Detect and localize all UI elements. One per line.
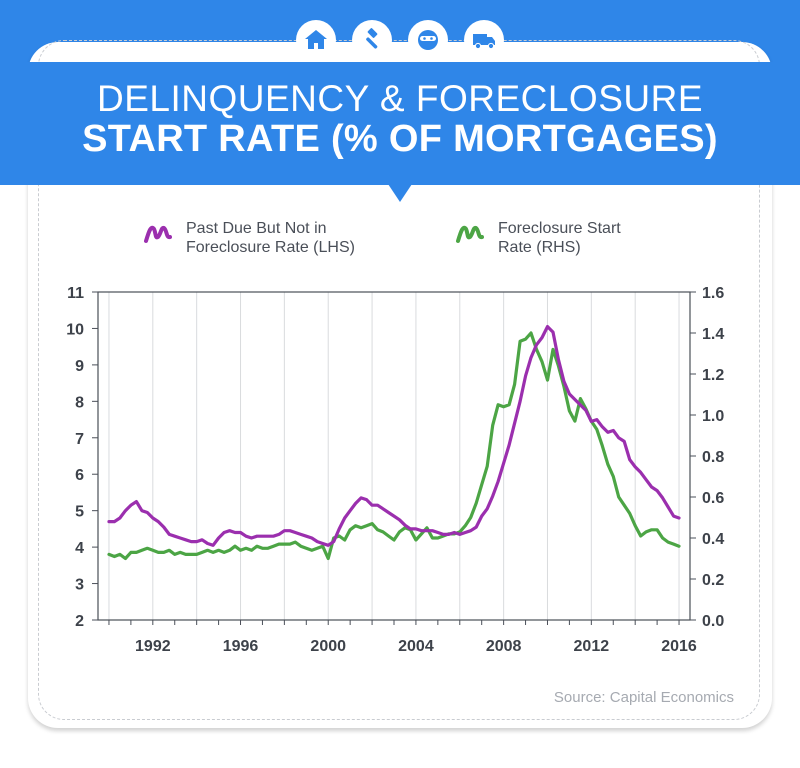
legend-label-foreclosure: Foreclosure Start Rate (RHS) xyxy=(498,220,621,256)
gavel-icon xyxy=(352,20,392,60)
title-line-2: START RATE (% OF MORTGAGES) xyxy=(82,118,718,160)
source-note: Source: Capital Economics xyxy=(553,689,734,706)
legend-item-past-due: Past Due But Not in Foreclosure Rate (LH… xyxy=(140,219,386,263)
moving-truck-icon xyxy=(464,20,504,60)
legend-label-past-due: Past Due But Not in Foreclosure Rate (LH… xyxy=(186,220,355,256)
house-icon xyxy=(296,20,336,60)
robber-mask-icon xyxy=(408,20,448,60)
header-banner-overlay xyxy=(0,62,800,185)
legend-squiggle-purple-icon xyxy=(144,225,172,243)
title-line-1: DELINQUENCY & FORECLOSURE xyxy=(97,78,703,119)
header-icons xyxy=(0,20,800,60)
card-dashed-border xyxy=(38,40,760,720)
legend-item-foreclosure: Foreclosure Start Rate (RHS) xyxy=(452,219,658,263)
legend-squiggle-green-icon xyxy=(456,225,484,243)
banner-pointer xyxy=(388,184,412,202)
